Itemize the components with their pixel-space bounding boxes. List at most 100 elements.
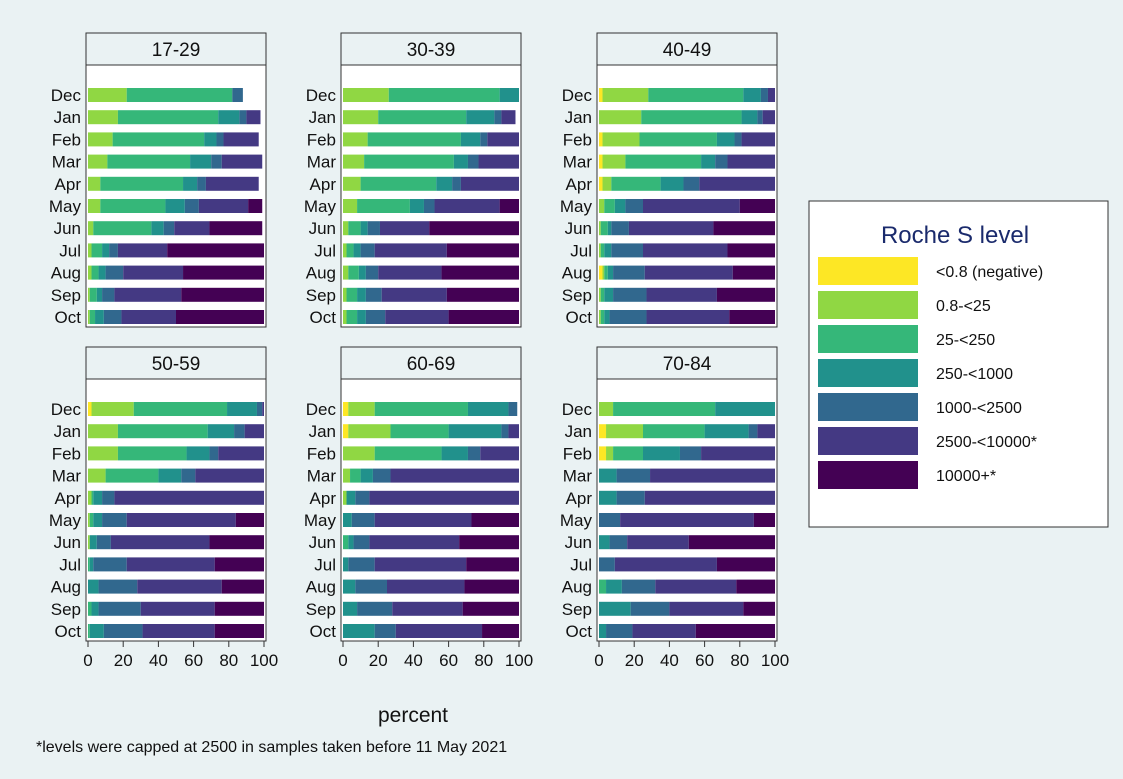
bar-segment xyxy=(480,446,519,461)
bar-segment xyxy=(715,154,728,169)
bar-segment xyxy=(198,199,249,213)
category-label: Aug xyxy=(562,578,592,597)
category-label: Feb xyxy=(52,444,81,463)
category-label: Apr xyxy=(310,489,337,508)
x-tick-label: 80 xyxy=(474,651,493,670)
bar-segment xyxy=(357,601,393,616)
bar-segment xyxy=(126,513,236,527)
category-label: Apr xyxy=(55,489,82,508)
bar-segment xyxy=(627,535,689,550)
bar-segment xyxy=(244,424,264,439)
bar-segment xyxy=(467,402,509,416)
bar-segment xyxy=(600,221,608,236)
bar-segment xyxy=(88,287,90,302)
bar-segment xyxy=(727,154,775,169)
bar-segment xyxy=(460,176,519,191)
bar-segment xyxy=(374,624,396,638)
bar-segment xyxy=(701,154,716,169)
bar-segment xyxy=(460,132,481,147)
bar-segment xyxy=(613,287,647,302)
bar-segment xyxy=(716,132,735,147)
bar-segment xyxy=(89,557,94,572)
bar-segment xyxy=(103,624,143,638)
bar-segment xyxy=(343,110,379,125)
bar-segment xyxy=(736,579,775,594)
bar-segment xyxy=(600,310,605,324)
bar-segment xyxy=(343,221,349,236)
bar-segment xyxy=(374,446,442,461)
panel-title: 30-39 xyxy=(407,40,456,61)
bar-segment xyxy=(360,221,368,236)
bar-segment xyxy=(379,221,430,236)
bar-segment xyxy=(448,424,502,439)
bar-segment xyxy=(655,579,737,594)
panel-header xyxy=(596,32,778,66)
bar-segment xyxy=(716,287,775,302)
bar-segment xyxy=(221,579,264,594)
category-label: Jul xyxy=(570,241,592,260)
legend-swatch xyxy=(818,291,918,319)
legend-items: <0.8 (negative) 0.8-<25 25-<250 250-<1000 10… xyxy=(818,257,1043,489)
bar-segment xyxy=(365,265,379,280)
bar-segment xyxy=(88,446,118,461)
plot-area xyxy=(596,378,778,642)
bar-segment xyxy=(89,535,97,550)
bar-segment xyxy=(701,446,775,461)
category-label: Jun xyxy=(54,219,81,238)
bar-segment xyxy=(607,221,612,236)
category-label: Mar xyxy=(563,467,593,486)
bar-segment xyxy=(467,154,479,169)
bar-segment xyxy=(604,310,610,324)
bar-segment xyxy=(209,221,263,236)
bar-segment xyxy=(142,624,215,638)
bar-segment xyxy=(392,601,463,616)
bar-segment xyxy=(353,243,361,258)
bar-segment xyxy=(388,88,500,102)
bar-segment xyxy=(343,446,375,461)
bar-segment xyxy=(599,535,610,550)
bar-segment xyxy=(91,265,99,280)
legend-swatch xyxy=(818,257,918,285)
bar-segment xyxy=(372,468,391,483)
x-axis-label: percent xyxy=(378,704,448,727)
x-tick-label: 100 xyxy=(250,651,278,670)
category-label: Jan xyxy=(565,108,592,127)
legend-label: 25-<250 xyxy=(936,332,995,349)
panel-title: 70-84 xyxy=(663,354,712,375)
bar-segment xyxy=(117,243,168,258)
bar-segment xyxy=(360,243,375,258)
bar-segment xyxy=(462,601,519,616)
bar-segment xyxy=(501,424,509,439)
category-label: Jul xyxy=(59,241,81,260)
bar-segment xyxy=(246,110,261,125)
category-label: Dec xyxy=(306,86,337,105)
legend-label: 1000-<2500 xyxy=(936,400,1022,417)
bar-segment xyxy=(205,176,259,191)
bar-segment xyxy=(88,176,101,191)
bar-segment xyxy=(109,243,118,258)
bar-segment xyxy=(223,132,259,147)
bar-segment xyxy=(214,557,264,572)
plot-area xyxy=(85,64,267,328)
bar-segment xyxy=(369,490,519,505)
x-tick-label: 60 xyxy=(695,651,714,670)
bar-segment xyxy=(256,402,263,416)
bar-segment xyxy=(114,490,265,505)
category-label: Jan xyxy=(309,422,336,441)
legend-label: 10000+* xyxy=(936,468,996,485)
panel-header xyxy=(340,32,522,66)
bar-segment xyxy=(211,154,222,169)
bar-segment xyxy=(365,287,382,302)
bar-segment xyxy=(190,154,212,169)
plot-area xyxy=(596,64,778,328)
panel-17-29: 17-29 Dec Jan Feb Mar Apr May Jun Jul Aug Sep Oct xyxy=(49,32,267,328)
bar-segment xyxy=(140,601,215,616)
bar-segment xyxy=(381,287,447,302)
x-tick-label: 40 xyxy=(404,651,423,670)
category-label: Feb xyxy=(52,130,81,149)
bar-segment xyxy=(643,243,728,258)
bar-segment xyxy=(351,513,375,527)
bar-segment xyxy=(102,490,115,505)
category-label: Dec xyxy=(306,400,337,419)
